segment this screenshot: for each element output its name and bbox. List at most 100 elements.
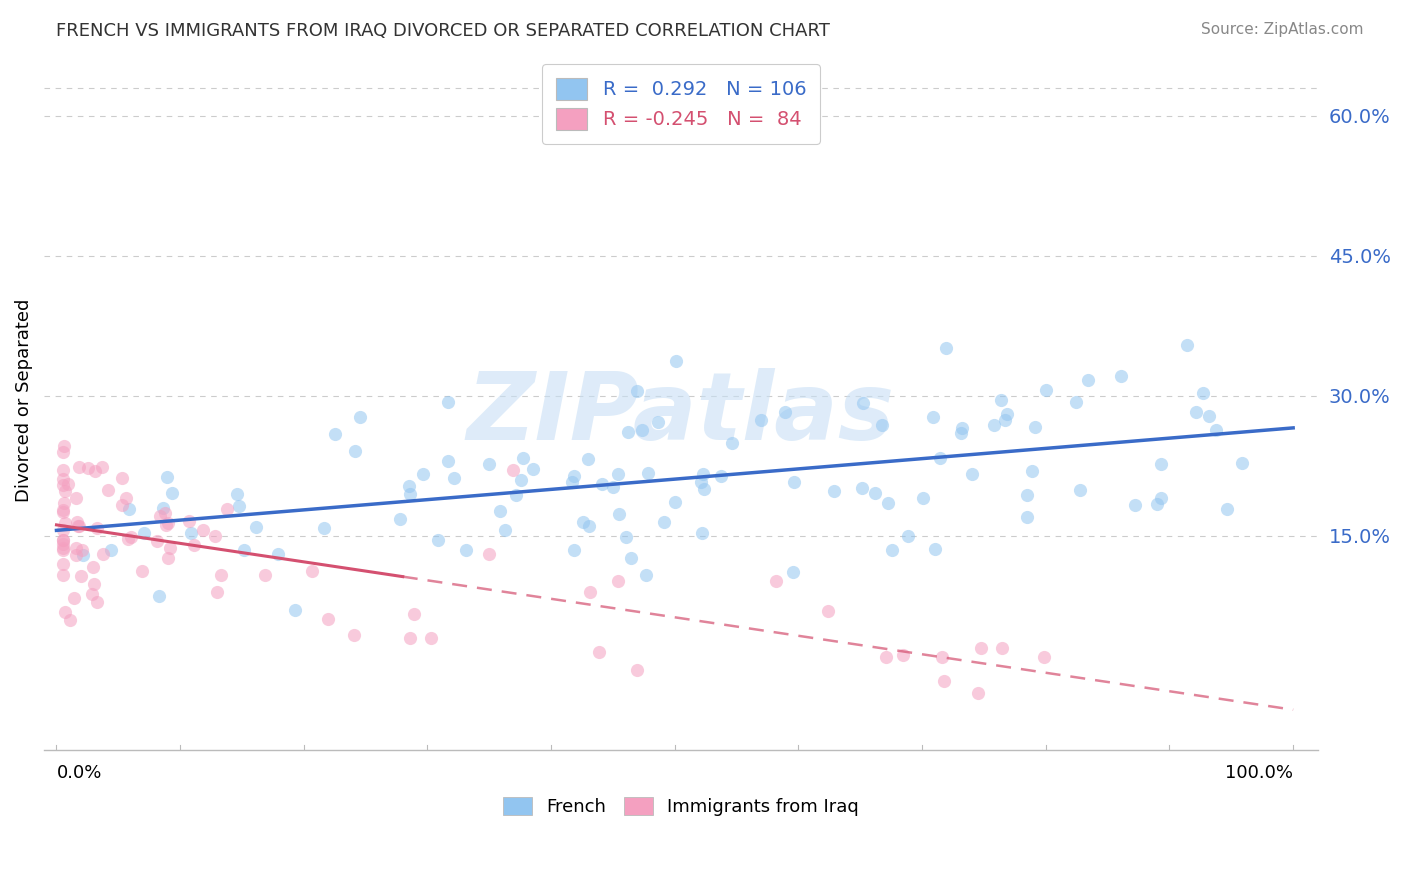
Point [90,460,112,475]
Point [209,568,232,582]
Point [921,410,943,425]
Point [436,394,458,409]
Point [690,475,713,489]
Point [897,529,920,543]
Point [1123,499,1146,513]
Point [960,467,983,481]
Point [146,533,169,548]
Point [110,470,132,484]
Point [626,663,648,677]
Point [97,483,120,497]
Point [155,506,177,520]
Point [932,674,955,689]
Point [924,541,946,556]
Point [149,509,172,524]
Point [82,560,104,574]
Point [512,450,534,465]
Point [607,467,630,482]
Point [53,516,76,530]
Point [502,463,524,477]
Point [562,469,585,483]
Point [398,487,420,501]
Point [950,421,973,435]
Point [301,564,323,578]
Point [76,461,98,475]
Text: FRENCH VS IMMIGRANTS FROM IRAQ DIVORCED OR SEPARATED CORRELATION CHART: FRENCH VS IMMIGRANTS FROM IRAQ DIVORCED … [56,22,830,40]
Point [155,518,177,533]
Point [1192,385,1215,400]
Point [228,499,250,513]
Point [637,466,659,480]
Point [58,477,80,491]
Point [1185,405,1208,419]
Point [872,418,894,433]
Point [323,426,346,441]
Point [1069,483,1091,497]
Point [66,515,89,529]
Point [1064,395,1087,409]
Point [1035,383,1057,397]
Point [67,459,90,474]
Point [177,514,200,528]
Point [647,415,669,429]
Point [852,395,875,409]
Point [52,496,75,510]
Point [990,640,1012,655]
Point [817,604,839,618]
Point [749,413,772,427]
Y-axis label: Divorced or Separated: Divorced or Separated [15,299,32,502]
Point [86,595,108,609]
Point [86,521,108,535]
Point [159,541,181,555]
Point [783,475,806,489]
Point [1109,369,1132,384]
Point [1216,502,1239,516]
Point [994,413,1017,427]
Point [489,504,512,518]
Point [1149,491,1171,506]
Point [1032,649,1054,664]
Point [692,467,714,481]
Point [52,533,75,548]
Point [52,473,75,487]
Point [1205,423,1227,437]
Point [588,645,610,659]
Point [52,568,75,582]
Point [83,576,105,591]
Point [1232,456,1254,470]
Point [152,500,174,515]
Point [652,515,675,529]
Point [67,518,90,533]
Point [664,494,686,508]
Point [53,605,76,619]
Point [52,541,75,555]
Point [505,488,527,502]
Point [970,641,993,656]
Point [52,543,75,558]
Point [935,341,957,355]
Point [950,426,973,441]
Text: ZIPatlas: ZIPatlas [467,368,896,460]
Point [891,648,914,662]
Point [477,547,499,561]
Point [67,519,90,533]
Point [53,439,76,453]
Point [509,473,531,487]
Legend: French, Immigrants from Iraq: French, Immigrants from Iraq [494,788,868,825]
Point [1017,510,1039,524]
Point [267,547,290,561]
Point [1077,373,1099,387]
Point [52,505,75,519]
Point [91,548,114,562]
Point [118,502,141,516]
Point [494,524,516,538]
Text: 0.0%: 0.0% [56,764,101,782]
Point [1175,338,1198,352]
Point [63,591,86,606]
Point [52,558,75,572]
Point [217,502,239,516]
Point [65,541,87,556]
Point [72,548,94,562]
Point [65,548,87,562]
Point [316,612,339,626]
